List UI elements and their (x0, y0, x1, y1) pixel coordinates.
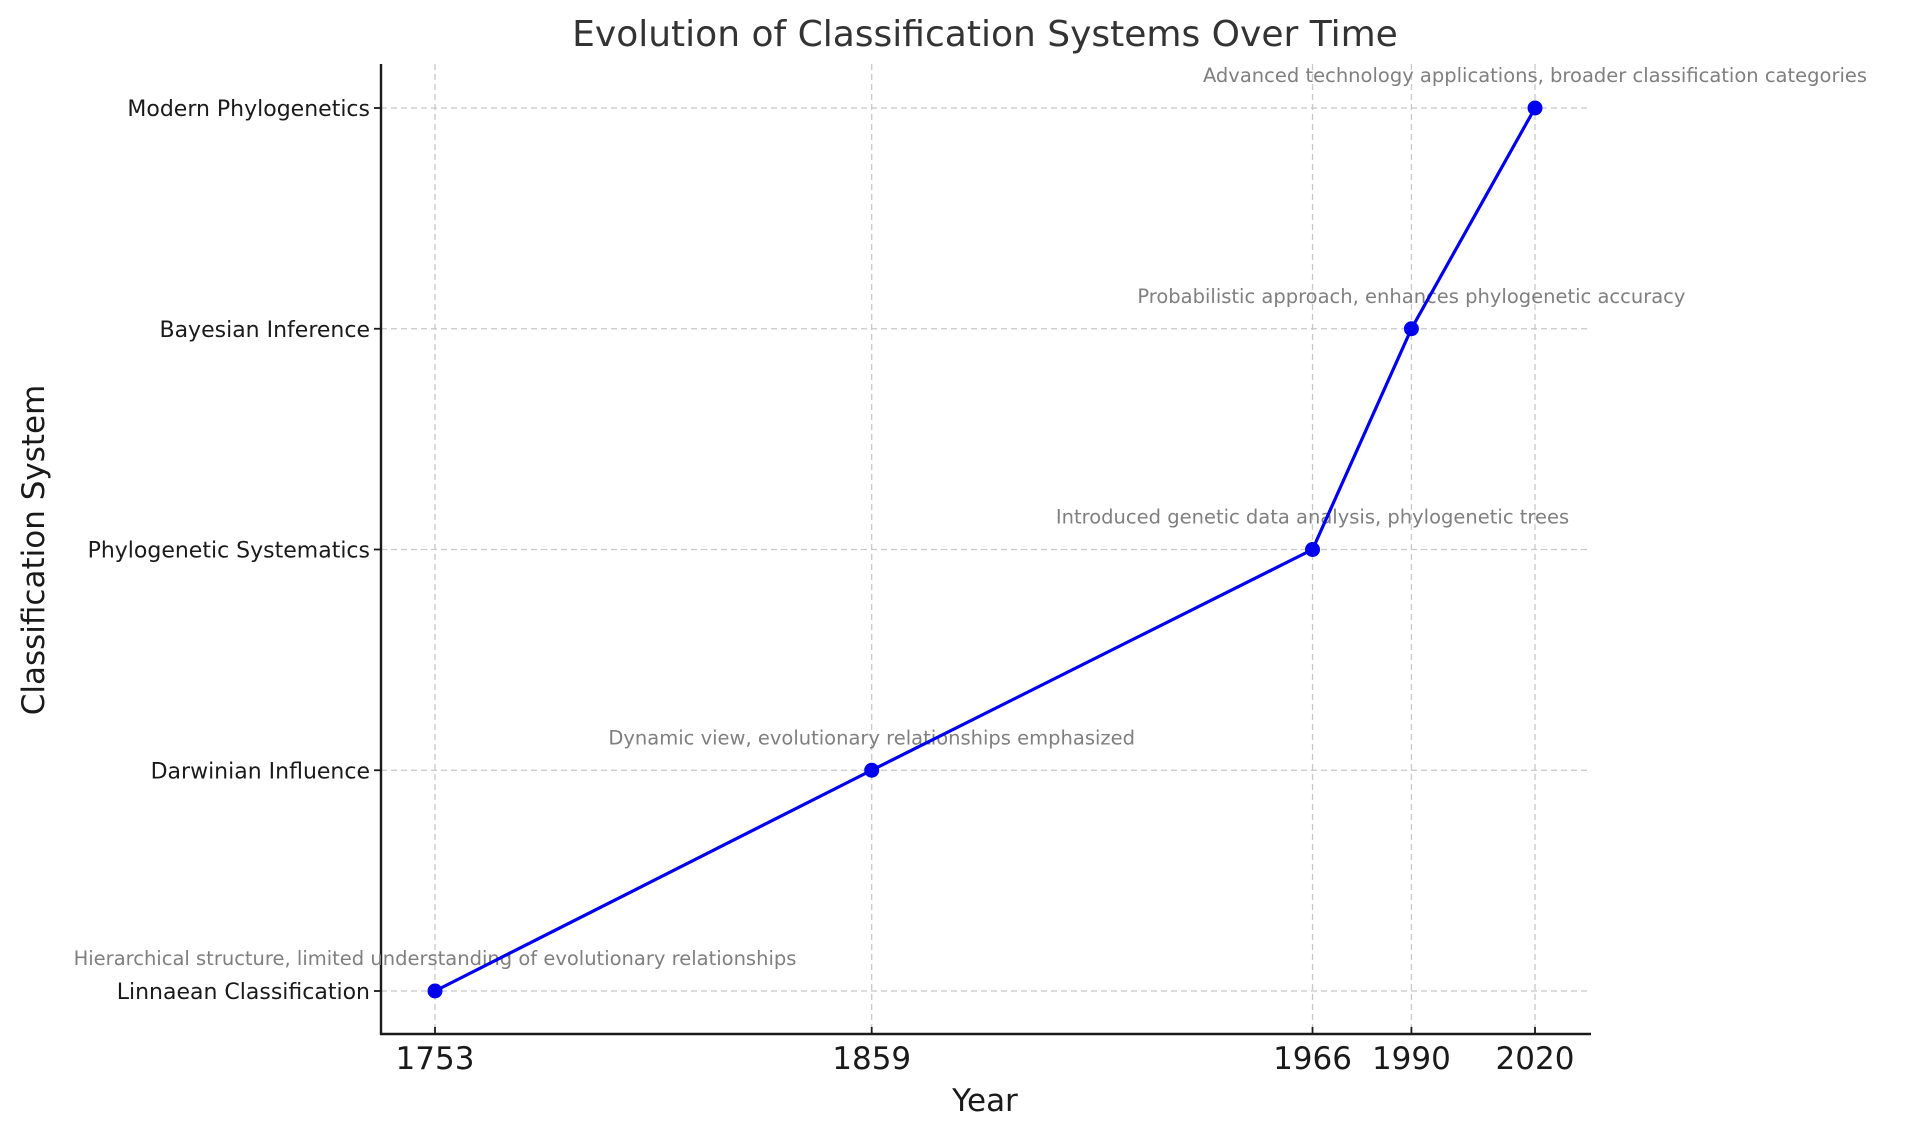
data-point-marker (1403, 321, 1419, 337)
x-tick-label: 2020 (1496, 1041, 1575, 1077)
grid-lines (381, 64, 1591, 1034)
data-series (427, 100, 1543, 999)
x-axis-label: Year (951, 1083, 1018, 1119)
x-tick-label: 1753 (396, 1041, 475, 1077)
chart-title: Evolution of Classification Systems Over… (572, 14, 1398, 55)
y-tick-label: Darwinian Influence (151, 759, 370, 784)
x-tick-label: 1966 (1273, 1041, 1352, 1077)
x-tick-label: 1990 (1372, 1041, 1451, 1077)
data-point-marker (427, 983, 443, 999)
x-tick-label: 1859 (832, 1041, 911, 1077)
y-axis-ticks: Linnaean Classification Darwinian Influen… (88, 97, 381, 1005)
point-annotation: Introduced genetic data analysis, phylog… (1056, 506, 1569, 529)
y-axis-label: Classification System (16, 385, 52, 716)
x-axis-ticks: 1753 1859 1966 1990 2020 (396, 1027, 1575, 1077)
point-annotation: Hierarchical structure, limited understa… (74, 947, 797, 970)
data-point-marker (1527, 100, 1543, 116)
data-point-marker (1305, 542, 1321, 557)
annotations: Hierarchical structure, limited understa… (74, 64, 1867, 970)
point-annotation: Probabilistic approach, enhances phyloge… (1137, 285, 1685, 308)
point-annotation: Dynamic view, evolutionary relationships… (608, 726, 1135, 749)
y-tick-label: Modern Phylogenetics (127, 97, 370, 122)
y-tick-label: Phylogenetic Systematics (88, 539, 370, 564)
y-tick-label: Linnaean Classification (117, 980, 370, 1005)
y-tick-label: Bayesian Inference (159, 318, 370, 343)
point-annotation: Advanced technology applications, broade… (1203, 64, 1867, 87)
data-point-marker (864, 762, 880, 778)
